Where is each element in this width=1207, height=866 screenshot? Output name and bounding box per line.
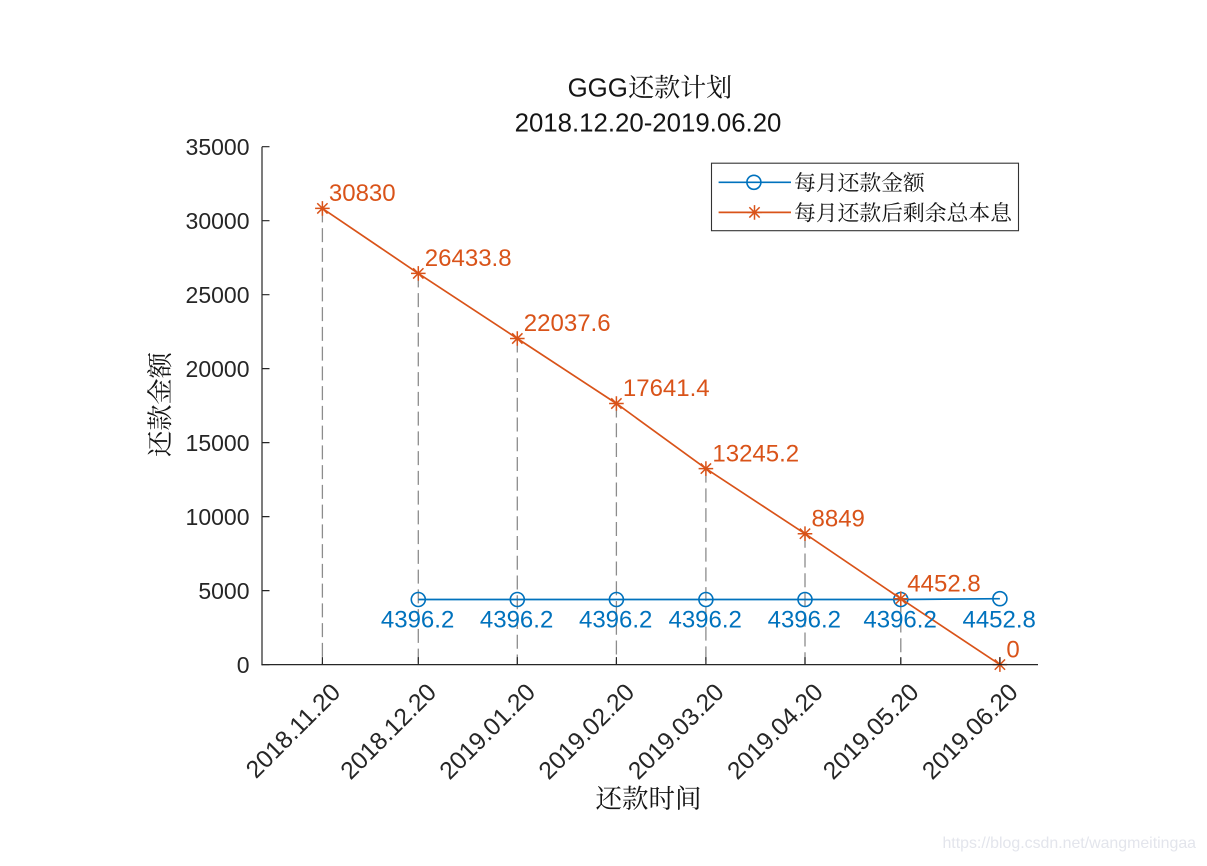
svg-text:4452.8: 4452.8 — [962, 607, 1035, 634]
svg-text:30830: 30830 — [329, 180, 396, 207]
svg-text:15000: 15000 — [186, 430, 250, 456]
svg-text:4396.2: 4396.2 — [381, 607, 454, 634]
svg-text:0: 0 — [1006, 636, 1019, 663]
svg-text:8849: 8849 — [812, 505, 865, 532]
svg-text:25000: 25000 — [186, 282, 250, 308]
svg-text:4396.2: 4396.2 — [480, 607, 553, 634]
svg-text:4452.8: 4452.8 — [907, 570, 980, 597]
svg-text:20000: 20000 — [186, 356, 250, 382]
svg-text:GGG: GGG — [568, 75, 628, 103]
svg-text:2018.12.20-2019.06.20: 2018.12.20-2019.06.20 — [515, 109, 782, 137]
svg-text:0: 0 — [237, 652, 250, 678]
svg-text:4396.2: 4396.2 — [668, 607, 741, 634]
svg-text:10000: 10000 — [186, 504, 250, 530]
svg-text:4396.2: 4396.2 — [768, 607, 841, 634]
svg-text:22037.6: 22037.6 — [524, 310, 611, 337]
svg-text:26433.8: 26433.8 — [425, 245, 512, 272]
svg-text:4396.2: 4396.2 — [579, 607, 652, 634]
svg-text:https://blog.csdn.net/wangmeit: https://blog.csdn.net/wangmeitingaa — [942, 835, 1196, 852]
svg-text:13245.2: 13245.2 — [712, 440, 799, 467]
svg-text:4396.2: 4396.2 — [863, 607, 936, 634]
svg-text:17641.4: 17641.4 — [623, 375, 710, 402]
svg-text:30000: 30000 — [186, 208, 250, 234]
svg-text:35000: 35000 — [186, 134, 250, 160]
svg-text:5000: 5000 — [198, 578, 249, 604]
